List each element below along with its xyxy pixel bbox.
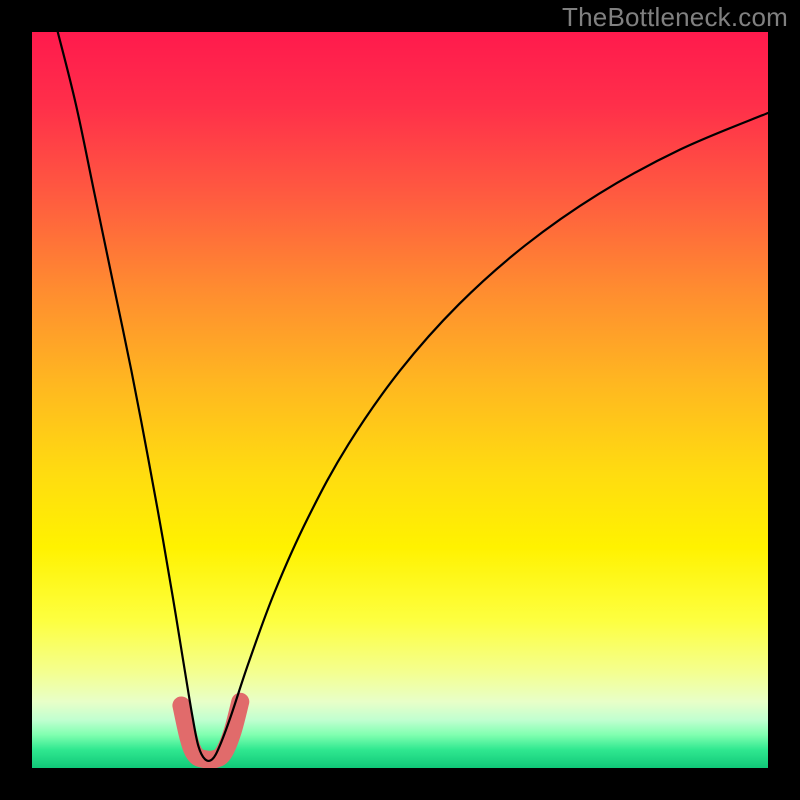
watermark-text: TheBottleneck.com: [562, 2, 788, 33]
chart-svg: [32, 32, 768, 768]
plot-area: [32, 32, 768, 768]
gradient-background: [32, 32, 768, 768]
